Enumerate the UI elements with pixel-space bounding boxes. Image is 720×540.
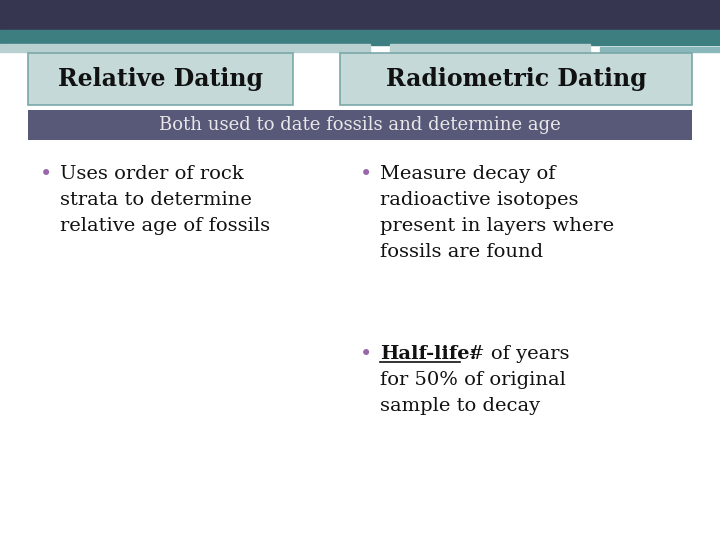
Text: for 50% of original: for 50% of original xyxy=(380,371,566,389)
Text: # of years: # of years xyxy=(462,345,570,363)
Bar xyxy=(0,30,720,45)
Bar xyxy=(390,44,590,52)
Text: Relative Dating: Relative Dating xyxy=(58,67,263,91)
Bar xyxy=(0,44,370,52)
Bar xyxy=(600,47,720,52)
Text: •: • xyxy=(360,165,372,184)
Text: Uses order of rock: Uses order of rock xyxy=(60,165,244,183)
Text: Both used to date fossils and determine age: Both used to date fossils and determine … xyxy=(159,116,561,134)
Text: Half-life:: Half-life: xyxy=(380,345,477,363)
Text: strata to determine: strata to determine xyxy=(60,191,252,209)
FancyBboxPatch shape xyxy=(28,53,293,105)
Text: •: • xyxy=(40,165,53,184)
FancyBboxPatch shape xyxy=(28,110,692,140)
Text: Measure decay of: Measure decay of xyxy=(380,165,556,183)
Text: radioactive isotopes: radioactive isotopes xyxy=(380,191,578,209)
Bar xyxy=(0,0,720,30)
Text: sample to decay: sample to decay xyxy=(380,397,540,415)
Text: •: • xyxy=(360,345,372,364)
Text: Radiometric Dating: Radiometric Dating xyxy=(386,67,647,91)
Text: relative age of fossils: relative age of fossils xyxy=(60,217,270,235)
Text: present in layers where: present in layers where xyxy=(380,217,614,235)
Text: fossils are found: fossils are found xyxy=(380,243,543,261)
FancyBboxPatch shape xyxy=(340,53,692,105)
